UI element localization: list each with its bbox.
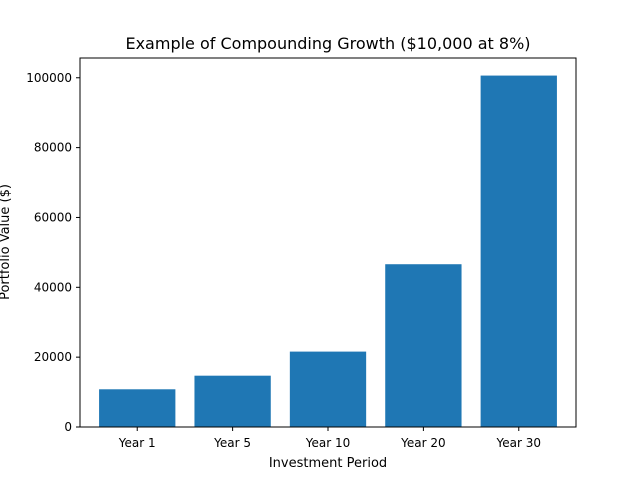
y-tick-label: 40000 <box>34 280 72 294</box>
chart-title: Example of Compounding Growth ($10,000 a… <box>125 34 530 53</box>
bar-year-10 <box>289 351 367 427</box>
bar-year-20 <box>385 264 462 427</box>
x-axis-label: Investment Period <box>269 456 387 471</box>
x-tick-label: Year 10 <box>305 436 351 450</box>
x-tick-label: Year 20 <box>400 436 446 450</box>
y-tick-label: 100000 <box>26 71 72 85</box>
x-tick-label: Year 1 <box>118 436 156 450</box>
y-tick-label: 60000 <box>34 210 72 224</box>
x-axis: Year 1 Year 5 Year 10 Year 20 Year 30 <box>118 427 541 450</box>
y-axis: 0 20000 40000 60000 80000 100000 <box>26 71 80 434</box>
bar-year-1 <box>99 389 176 427</box>
y-tick-label: 20000 <box>34 350 72 364</box>
x-tick-label: Year 5 <box>213 436 251 450</box>
y-tick-label: 0 <box>64 420 72 434</box>
y-axis-label: Portfolio Value ($) <box>0 184 13 300</box>
plot-frame <box>79 57 577 428</box>
bar-year-5 <box>194 375 271 427</box>
bar-year-30 <box>480 75 557 428</box>
plot-area <box>99 75 557 428</box>
y-tick-label: 80000 <box>34 141 72 155</box>
x-tick-label: Year 30 <box>496 436 542 450</box>
